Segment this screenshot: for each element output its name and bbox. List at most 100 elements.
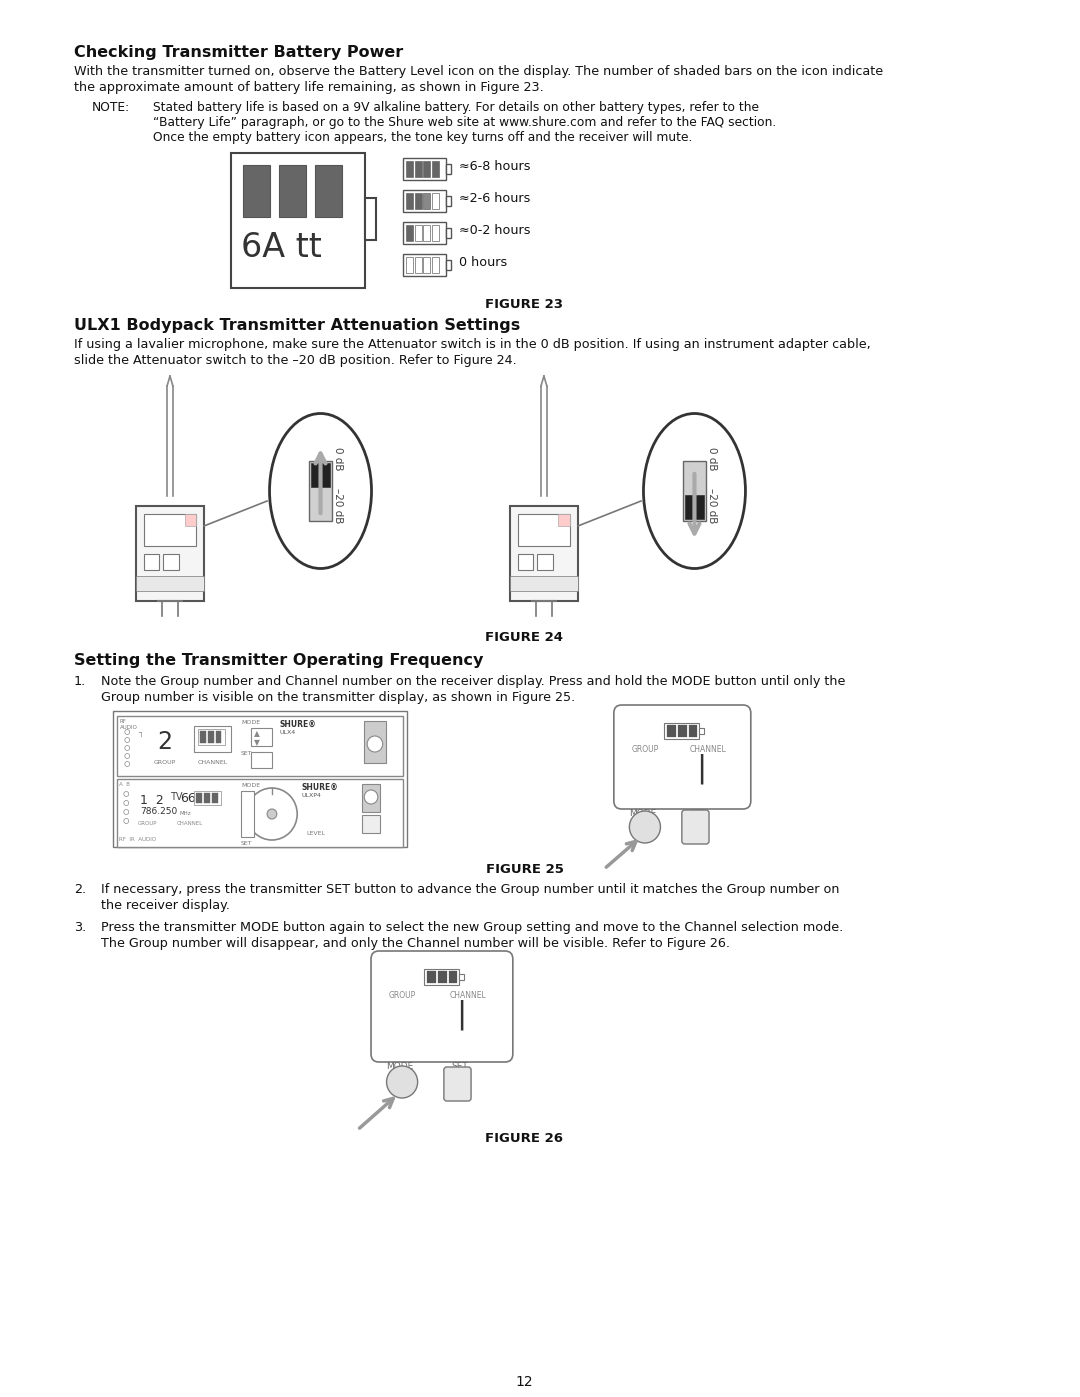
Bar	[432, 225, 438, 242]
Text: MODE: MODE	[630, 809, 657, 819]
Circle shape	[124, 800, 129, 806]
Bar	[415, 225, 421, 242]
Text: the approximate amount of battery life remaining, as shown in Figure 23.: the approximate amount of battery life r…	[73, 81, 543, 94]
Bar	[432, 161, 438, 177]
Bar	[438, 971, 447, 983]
Bar	[144, 514, 197, 546]
Circle shape	[246, 788, 297, 840]
Bar	[459, 974, 464, 981]
FancyBboxPatch shape	[681, 810, 710, 844]
Bar	[446, 196, 450, 205]
Bar	[558, 514, 570, 527]
Text: 3.: 3.	[73, 921, 86, 935]
Text: “Battery Life” paragraph, or go to the Shure web site at www.shure.com and refer: “Battery Life” paragraph, or go to the S…	[153, 116, 777, 129]
Text: ▼: ▼	[254, 738, 259, 747]
Text: Checking Transmitter Battery Power: Checking Transmitter Battery Power	[73, 45, 403, 60]
Text: SHURE®: SHURE®	[301, 782, 338, 792]
Text: Stated battery life is based on a 9V alkaline battery. For details on other batt: Stated battery life is based on a 9V alk…	[153, 101, 759, 115]
Bar	[446, 228, 450, 237]
Bar	[406, 225, 413, 242]
Text: 786.250: 786.250	[140, 807, 177, 816]
Text: GROUP: GROUP	[153, 760, 176, 766]
Bar	[197, 793, 202, 803]
Text: ULX1 Bodypack Transmitter Attenuation Settings: ULX1 Bodypack Transmitter Attenuation Se…	[73, 319, 521, 332]
Text: CHANNEL: CHANNEL	[177, 821, 203, 826]
Text: ≈2-6 hours: ≈2-6 hours	[459, 191, 530, 205]
FancyBboxPatch shape	[613, 705, 751, 809]
Bar	[200, 731, 206, 743]
Circle shape	[630, 812, 661, 842]
Bar	[251, 728, 272, 746]
Bar	[446, 260, 450, 270]
Bar	[510, 506, 578, 601]
Bar	[365, 198, 376, 240]
Bar	[311, 462, 330, 488]
Text: A  B: A B	[120, 782, 131, 787]
Text: 1.: 1.	[73, 675, 86, 687]
Bar	[689, 725, 698, 738]
Bar	[415, 193, 421, 210]
Circle shape	[125, 729, 130, 735]
Bar	[510, 576, 578, 591]
Bar	[212, 793, 217, 803]
Text: CHANNEL: CHANNEL	[690, 745, 727, 754]
Bar	[403, 222, 446, 244]
Text: 2: 2	[158, 731, 173, 754]
Bar	[517, 514, 570, 546]
Bar	[537, 555, 553, 570]
Bar	[117, 780, 403, 847]
Bar	[163, 555, 178, 570]
Text: 0 dB: 0 dB	[707, 447, 717, 471]
Bar	[198, 729, 226, 745]
Text: Group number is visible on the transmitter display, as shown in Figure 25.: Group number is visible on the transmitt…	[102, 692, 576, 704]
Text: 2.: 2.	[73, 883, 86, 895]
Bar	[364, 721, 386, 763]
Bar	[406, 257, 413, 272]
Bar	[251, 752, 272, 768]
Text: If using a lavalier microphone, make sure the Attenuator switch is in the 0 dB p: If using a lavalier microphone, make sur…	[73, 338, 870, 351]
Circle shape	[124, 819, 129, 823]
Text: FIGURE 24: FIGURE 24	[486, 631, 564, 644]
Bar	[403, 254, 446, 277]
Text: ULX4: ULX4	[280, 731, 296, 735]
Text: AUDIO: AUDIO	[120, 725, 137, 731]
Text: –20 dB: –20 dB	[333, 489, 343, 524]
FancyBboxPatch shape	[372, 951, 513, 1062]
Circle shape	[364, 789, 378, 805]
Bar	[231, 154, 365, 288]
FancyBboxPatch shape	[444, 1067, 471, 1101]
Bar	[309, 461, 333, 521]
Circle shape	[387, 1066, 418, 1098]
Text: GROUP: GROUP	[632, 745, 659, 754]
Bar	[667, 725, 676, 738]
Text: slide the Attenuator switch to the –20 dB position. Refer to Figure 24.: slide the Attenuator switch to the –20 d…	[73, 353, 516, 367]
Circle shape	[125, 746, 130, 750]
Circle shape	[124, 792, 129, 796]
Ellipse shape	[270, 414, 372, 569]
Circle shape	[125, 753, 130, 759]
Bar	[432, 257, 438, 272]
Text: 0 hours: 0 hours	[459, 256, 508, 270]
Text: MODE: MODE	[241, 719, 260, 725]
Bar	[362, 814, 380, 833]
Bar	[243, 165, 270, 217]
Bar	[424, 970, 459, 985]
Bar	[194, 726, 231, 752]
Text: Press the transmitter MODE button again to select the new Group setting and move: Press the transmitter MODE button again …	[102, 921, 843, 935]
Bar	[423, 225, 430, 242]
Text: the receiver display.: the receiver display.	[102, 900, 230, 912]
Text: 0 dB: 0 dB	[333, 447, 343, 471]
Bar	[144, 555, 159, 570]
Circle shape	[125, 761, 130, 767]
Bar	[204, 793, 210, 803]
Bar	[517, 555, 534, 570]
Text: GROUP: GROUP	[138, 821, 158, 826]
Bar	[216, 731, 221, 743]
Bar	[406, 161, 413, 177]
Bar	[678, 725, 687, 738]
Bar	[112, 711, 407, 847]
Text: MODE: MODE	[387, 1062, 414, 1071]
Text: ULXP4: ULXP4	[301, 793, 321, 798]
Bar	[423, 257, 430, 272]
Text: ≈6-8 hours: ≈6-8 hours	[459, 161, 531, 173]
